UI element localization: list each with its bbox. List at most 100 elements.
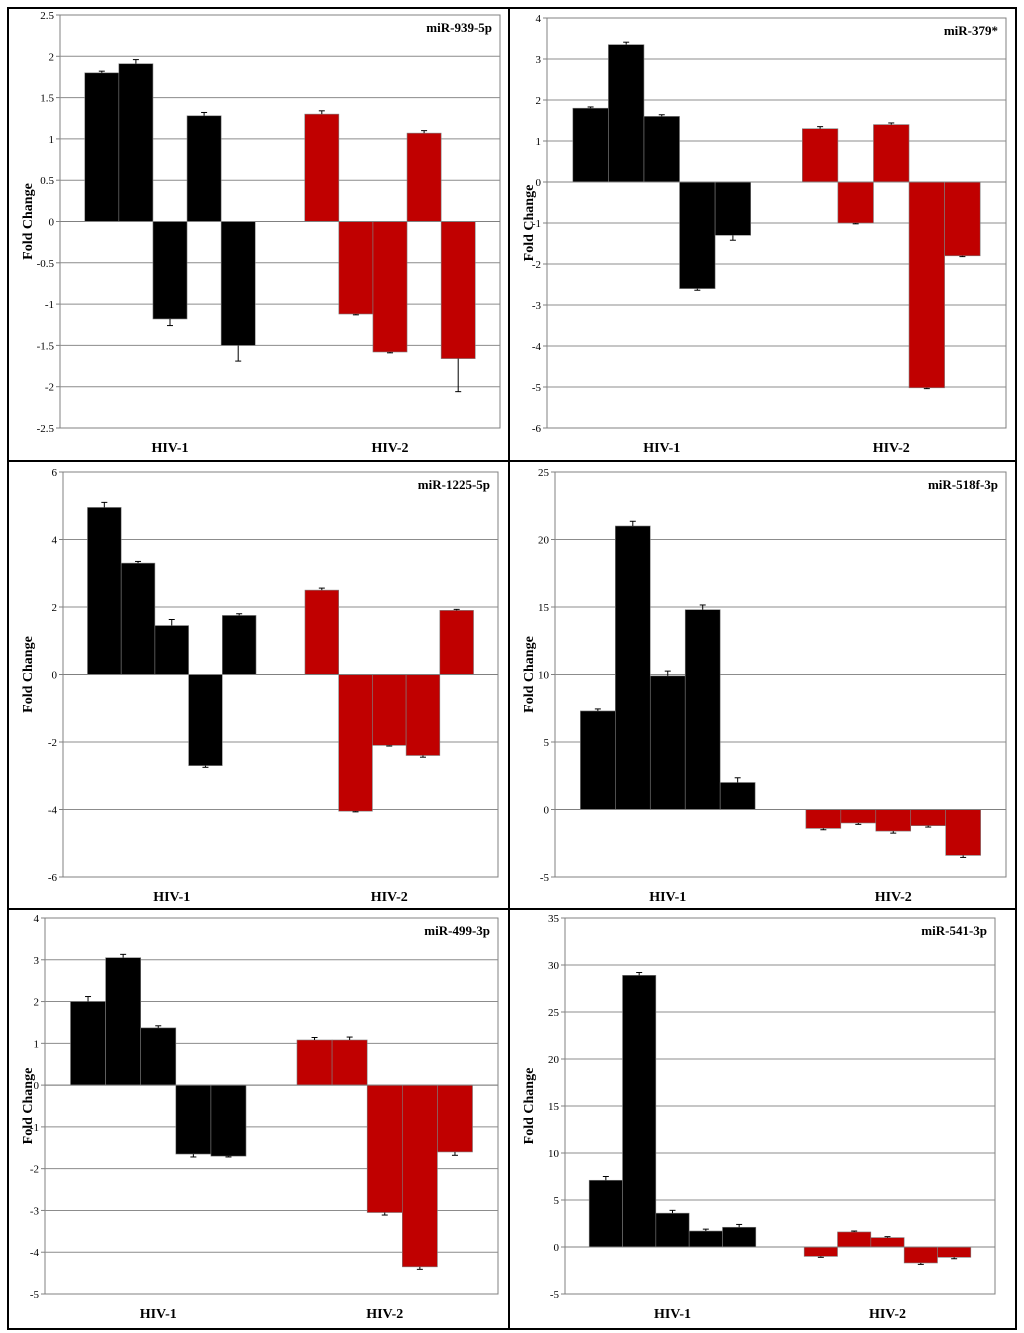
y-tick-label: 1 <box>34 1038 40 1050</box>
y-axis-label: Fold Change <box>522 1068 537 1145</box>
y-tick-label: 3 <box>536 54 542 66</box>
figure-border <box>7 7 1017 1330</box>
y-tick-label: -6 <box>532 423 542 435</box>
y-tick-label: 20 <box>538 535 550 547</box>
bar <box>679 181 716 289</box>
bar <box>615 525 651 810</box>
bar <box>140 1027 177 1086</box>
bar <box>84 72 120 222</box>
y-tick-label: 30 <box>548 960 560 972</box>
y-tick-label: -2 <box>30 1164 39 1176</box>
y-tick-label: -2.5 <box>37 423 55 435</box>
y-tick-label: 1 <box>536 136 542 148</box>
bar <box>805 809 842 829</box>
y-tick-label: 0 <box>536 177 542 189</box>
bar <box>944 181 981 257</box>
chart-title: miR-499-3p <box>424 923 490 938</box>
bar <box>210 1084 247 1157</box>
x-category-label: HIV-2 <box>371 441 408 456</box>
bar <box>937 1246 972 1258</box>
bar <box>622 975 657 1248</box>
bar <box>910 809 946 827</box>
y-axis-label: Fold Change <box>21 183 36 260</box>
y-tick-label: -2 <box>48 737 57 749</box>
bar <box>154 625 189 675</box>
chart-panel-1: -2.5 -2 -1.5 -1 -0.5 0 0.5 1 1.5 2 2.5 HIV-1 HIV-2 mi… <box>21 10 501 456</box>
bar <box>440 221 476 359</box>
y-tick-label: -2 <box>532 259 541 271</box>
bar <box>840 809 877 824</box>
x-category-label: HIV-2 <box>366 1307 403 1322</box>
y-tick-label: 10 <box>538 670 550 682</box>
bar <box>372 674 407 746</box>
x-category-label: HIV-1 <box>649 890 686 905</box>
bar <box>588 1179 623 1248</box>
bar <box>837 181 874 224</box>
y-tick-label: -5 <box>540 872 550 884</box>
bar <box>580 710 616 810</box>
y-tick-label: 2 <box>34 997 40 1009</box>
y-tick-label: 25 <box>538 467 550 479</box>
y-tick-label: 20 <box>548 1054 560 1066</box>
y-tick-label: 3 <box>34 955 40 967</box>
y-tick-label: -1.5 <box>37 340 55 352</box>
x-category-label: HIV-2 <box>875 890 912 905</box>
bar <box>802 128 839 183</box>
x-category-label: HIV-2 <box>873 441 910 456</box>
y-tick-label: -4 <box>48 805 58 817</box>
y-tick-label: 4 <box>34 913 40 925</box>
bar <box>875 809 912 832</box>
y-tick-label: 10 <box>548 1148 560 1160</box>
y-tick-label: 35 <box>548 913 560 925</box>
bar <box>338 221 374 315</box>
bar <box>70 1001 106 1086</box>
bar <box>903 1246 938 1264</box>
y-tick-label: 5 <box>544 737 550 749</box>
y-tick-label: 0 <box>544 805 550 817</box>
bar <box>296 1039 333 1086</box>
bar <box>402 1084 438 1268</box>
y-tick-label: 15 <box>538 602 550 614</box>
bar <box>649 675 686 810</box>
chart-title: miR-541-3p <box>921 923 987 938</box>
bar <box>331 1039 368 1086</box>
chart-title: miR-1225-5p <box>418 477 490 492</box>
bar <box>220 221 256 346</box>
chart-panel-6: -5 0 5 10 15 20 25 30 35 HIV-1 HIV-2 miR-541-3p Fold… <box>522 913 996 1322</box>
y-tick-label: 0 <box>554 1242 560 1254</box>
bar <box>870 1237 905 1248</box>
bar <box>608 44 645 183</box>
x-category-label: HIV-1 <box>643 441 680 456</box>
y-tick-label: -1 <box>30 1122 39 1134</box>
chart-title: miR-379* <box>944 23 998 38</box>
y-tick-label: 2 <box>536 95 542 107</box>
x-category-label: HIV-1 <box>153 890 190 905</box>
bar <box>87 507 122 675</box>
bar <box>175 1084 212 1155</box>
y-tick-label: -5 <box>30 1289 40 1301</box>
y-tick-label: 0 <box>34 1080 40 1092</box>
bar <box>186 115 222 222</box>
bar <box>643 116 680 183</box>
y-tick-label: 4 <box>52 535 58 547</box>
chart-panel-4: -5 0 5 10 15 20 25 HIV-1 HIV-2 miR-518f-3p Fold Ch… <box>522 467 1007 905</box>
y-tick-label: 0 <box>49 217 55 229</box>
bar <box>572 107 609 183</box>
y-tick-label: -5 <box>550 1289 560 1301</box>
y-tick-label: 0 <box>52 670 58 682</box>
bar <box>405 674 441 756</box>
bar <box>105 957 141 1086</box>
bar <box>908 181 945 389</box>
y-tick-label: -4 <box>532 341 542 353</box>
bar <box>118 63 154 222</box>
y-tick-label: -2 <box>45 382 54 394</box>
y-tick-label: -5 <box>532 382 542 394</box>
y-axis-label: Fold Change <box>21 1068 36 1145</box>
y-tick-label: -4 <box>30 1247 40 1259</box>
x-category-label: HIV-1 <box>654 1307 691 1322</box>
bar <box>188 674 223 766</box>
bar <box>437 1084 473 1153</box>
y-axis-label: Fold Change <box>522 185 537 262</box>
